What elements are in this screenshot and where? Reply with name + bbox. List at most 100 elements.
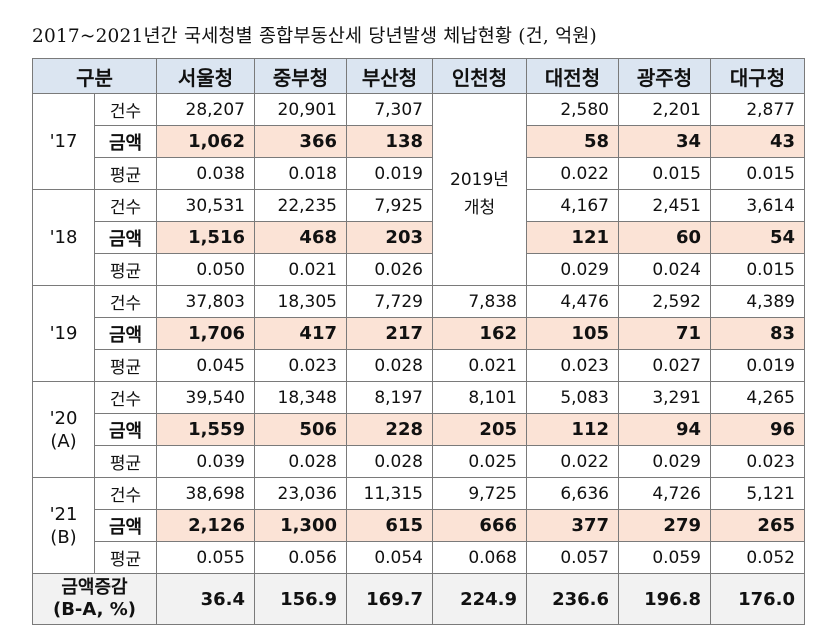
cell-count: 7,729 bbox=[346, 285, 433, 318]
cell-count: 2,877 bbox=[710, 93, 805, 126]
cell-amount: 1,559 bbox=[156, 413, 255, 446]
cell-amount: 83 bbox=[710, 317, 805, 350]
cell-count: 2,201 bbox=[618, 93, 711, 126]
cell-count: 3,291 bbox=[618, 381, 711, 414]
cell-amount: 43 bbox=[710, 125, 805, 158]
cell-count: 28,207 bbox=[156, 93, 255, 126]
row-kind-average: 평균 bbox=[94, 445, 157, 478]
cell-average: 0.019 bbox=[346, 157, 433, 190]
cell-average: 0.015 bbox=[710, 157, 805, 190]
cell-average: 0.059 bbox=[618, 541, 711, 574]
cell-count: 4,476 bbox=[526, 285, 619, 318]
table-row: 평균 0.038 0.018 0.019 0.022 0.015 0.015 bbox=[33, 157, 805, 190]
cell-count: 22,235 bbox=[254, 189, 347, 222]
table-row: 금액 2,126 1,300 615 666 377 279 265 bbox=[33, 509, 805, 542]
table-row: 금액 1,516 468 203 121 60 54 bbox=[33, 221, 805, 254]
cell-amount: 615 bbox=[346, 509, 433, 542]
table-row: 평균 0.050 0.021 0.026 0.029 0.024 0.015 bbox=[33, 253, 805, 286]
cell-average: 0.068 bbox=[432, 541, 527, 574]
year-label-line: (B) bbox=[50, 526, 77, 548]
total-label: 금액증감 (B-A, %) bbox=[32, 573, 157, 625]
row-kind-amount: 금액 bbox=[94, 125, 157, 158]
cell-total-change: 224.9 bbox=[432, 573, 527, 625]
table-row: 금액 1,559 506 228 205 112 94 96 bbox=[33, 413, 805, 446]
cell-count: 39,540 bbox=[156, 381, 255, 414]
cell-amount: 377 bbox=[526, 509, 619, 542]
row-kind-average: 평균 bbox=[94, 253, 157, 286]
cell-amount: 96 bbox=[710, 413, 805, 446]
cell-amount: 121 bbox=[526, 221, 619, 254]
cell-count: 11,315 bbox=[346, 477, 433, 510]
table-row: '21 (B) 건수 38,698 23,036 11,315 9,725 6,636 4,72… bbox=[32, 477, 805, 574]
total-label-line: (B-A, %) bbox=[52, 599, 137, 620]
header-office: 중부청 bbox=[254, 58, 347, 94]
cell-count: 8,101 bbox=[432, 381, 527, 414]
cell-total-change: 236.6 bbox=[526, 573, 619, 625]
cell-average: 0.026 bbox=[346, 253, 433, 286]
cell-amount: 71 bbox=[618, 317, 711, 350]
cell-average: 0.018 bbox=[254, 157, 347, 190]
cell-average: 0.028 bbox=[346, 349, 433, 382]
cell-average: 0.023 bbox=[254, 349, 347, 382]
cell-amount: 217 bbox=[346, 317, 433, 350]
cell-count: 2,592 bbox=[618, 285, 711, 318]
cell-count: 2,451 bbox=[618, 189, 711, 222]
cell-amount: 1,516 bbox=[156, 221, 255, 254]
cell-count: 4,167 bbox=[526, 189, 619, 222]
cell-average: 0.015 bbox=[710, 253, 805, 286]
row-kind-amount: 금액 bbox=[94, 413, 157, 446]
cell-amount: 105 bbox=[526, 317, 619, 350]
cell-average: 0.039 bbox=[156, 445, 255, 478]
cell-amount: 54 bbox=[710, 221, 805, 254]
cell-count: 9,725 bbox=[432, 477, 527, 510]
cell-amount: 203 bbox=[346, 221, 433, 254]
year-label-line: '20 bbox=[49, 407, 78, 429]
cell-average: 0.029 bbox=[526, 253, 619, 286]
cell-amount: 138 bbox=[346, 125, 433, 158]
cell-count: 20,901 bbox=[254, 93, 347, 126]
table-row: 평균 0.055 0.056 0.054 0.068 0.057 0.059 0.052 bbox=[33, 541, 805, 574]
cell-count: 18,305 bbox=[254, 285, 347, 318]
year-label: '20 (A) bbox=[32, 381, 95, 478]
cell-amount: 1,706 bbox=[156, 317, 255, 350]
header-office: 인천청 bbox=[432, 58, 527, 94]
cell-amount: 506 bbox=[254, 413, 347, 446]
cell-count: 7,925 bbox=[346, 189, 433, 222]
header-group: 구분 bbox=[32, 58, 157, 94]
cell-amount: 228 bbox=[346, 413, 433, 446]
cell-average: 0.056 bbox=[254, 541, 347, 574]
row-kind-count: 건수 bbox=[94, 381, 157, 414]
cell-count: 18,348 bbox=[254, 381, 347, 414]
cell-amount: 60 bbox=[618, 221, 711, 254]
year-label: '21 (B) bbox=[32, 477, 95, 574]
cell-average: 0.057 bbox=[526, 541, 619, 574]
year-label-line: (A) bbox=[50, 430, 77, 452]
table-title: 2017~2021년간 국세청별 종합부동산세 당년발생 체납현황 (건, 억원… bbox=[32, 26, 597, 47]
table-row: '19 건수 37,803 18,305 7,729 7,838 4,476 2,592 4,3… bbox=[32, 285, 805, 382]
cell-total-change: 36.4 bbox=[156, 573, 255, 625]
cell-count: 5,083 bbox=[526, 381, 619, 414]
cell-count: 4,726 bbox=[618, 477, 711, 510]
header-office: 서울청 bbox=[156, 58, 255, 94]
cell-amount: 112 bbox=[526, 413, 619, 446]
delinquency-table: 구분 서울청 중부청 부산청 인천청 대전청 광주청 대구청 '17 건수 28,2… bbox=[32, 58, 805, 625]
cell-average: 0.015 bbox=[618, 157, 711, 190]
cell-average: 0.038 bbox=[156, 157, 255, 190]
cell-amount: 279 bbox=[618, 509, 711, 542]
total-row: 금액증감 (B-A, %) 36.4 156.9 169.7 224.9 236.6 196.… bbox=[32, 573, 805, 625]
cell-average: 0.024 bbox=[618, 253, 711, 286]
year-label-line: '19 bbox=[49, 323, 78, 344]
year-label-line: '21 bbox=[49, 503, 78, 525]
cell-amount: 205 bbox=[432, 413, 527, 446]
cell-count: 4,265 bbox=[710, 381, 805, 414]
cell-total-change: 156.9 bbox=[254, 573, 347, 625]
cell-average: 0.023 bbox=[526, 349, 619, 382]
cell-amount: 468 bbox=[254, 221, 347, 254]
cell-count: 23,036 bbox=[254, 477, 347, 510]
row-kind-count: 건수 bbox=[94, 93, 157, 126]
row-kind-amount: 금액 bbox=[94, 509, 157, 542]
row-kind-average: 평균 bbox=[94, 157, 157, 190]
year-label: '19 bbox=[32, 285, 95, 382]
cell-average: 0.045 bbox=[156, 349, 255, 382]
cell-average: 0.029 bbox=[618, 445, 711, 478]
